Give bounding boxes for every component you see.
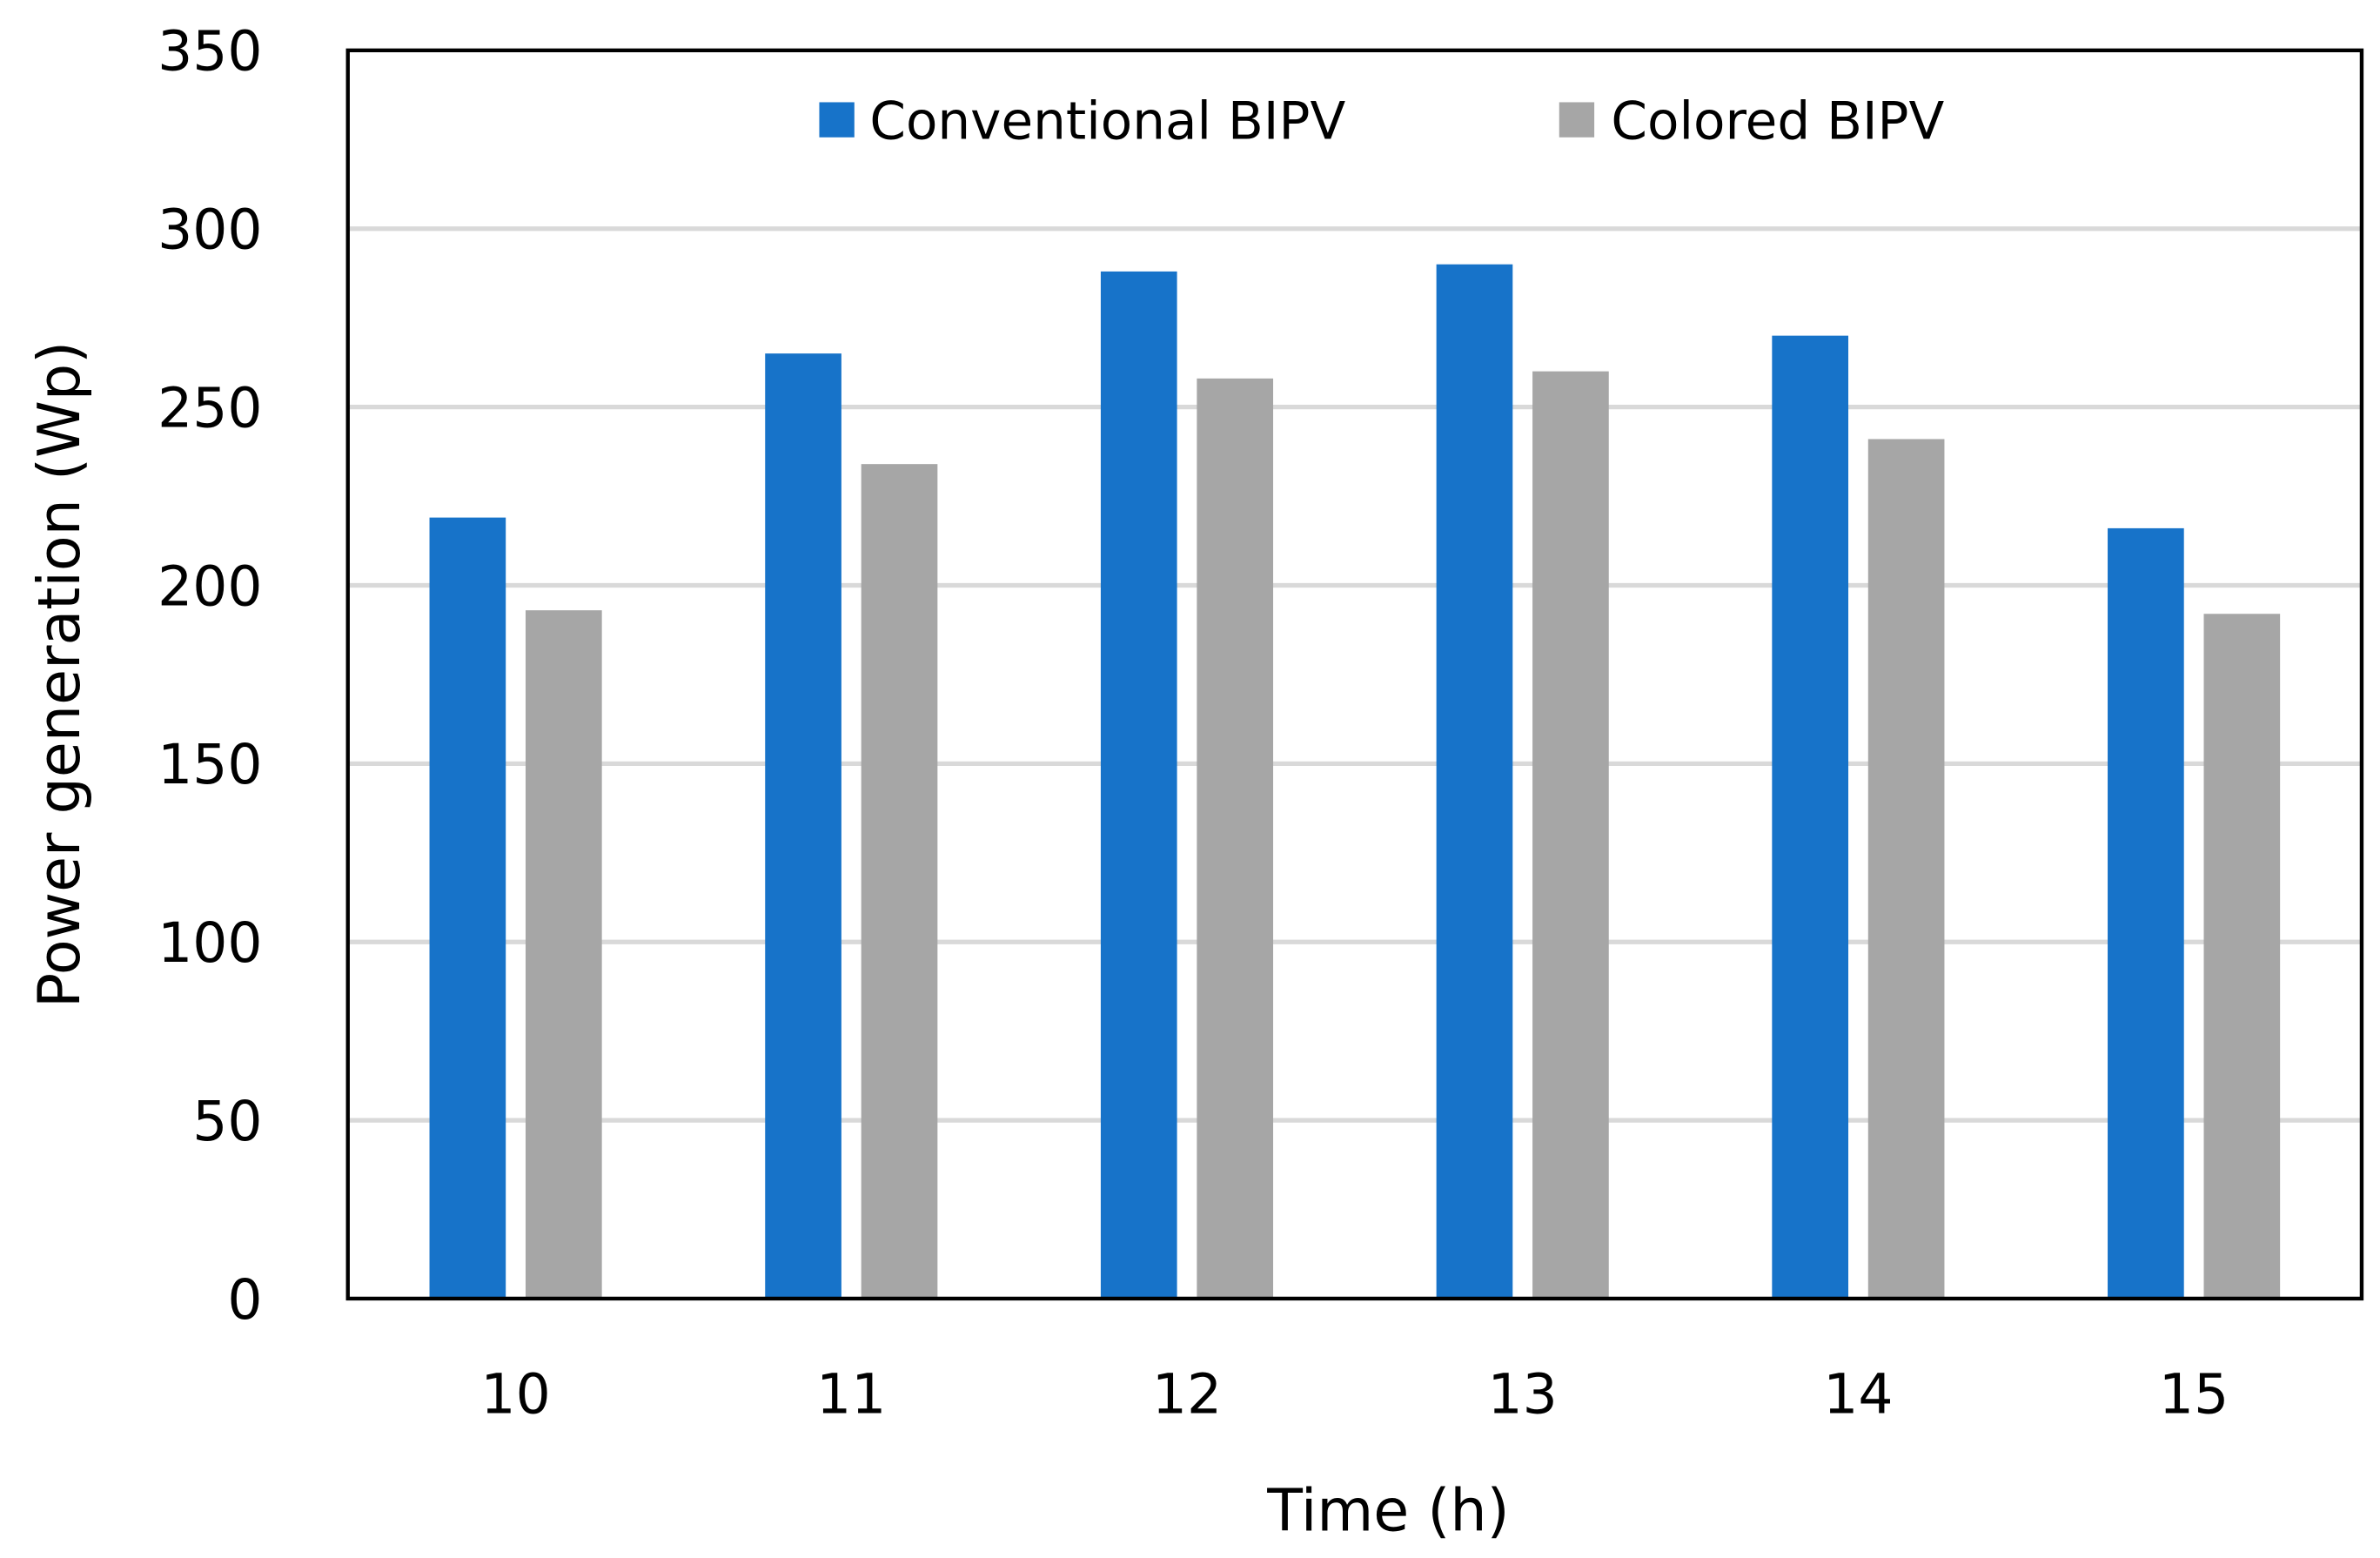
bar-conventional-13 (1436, 264, 1513, 1299)
x-tick-label: 13 (1488, 1361, 1558, 1426)
x-tick-label: 12 (1152, 1361, 1222, 1426)
legend-swatch-conventional (819, 102, 855, 138)
x-axis-title: Time (h) (1266, 1476, 1509, 1544)
y-tick-label: 350 (158, 19, 262, 84)
y-tick-label: 200 (158, 554, 262, 618)
bar-conventional-10 (429, 517, 506, 1299)
bar-colored-10 (525, 610, 602, 1299)
x-tick-label: 15 (2159, 1361, 2229, 1426)
gridlines (347, 226, 2362, 1123)
bar-conventional-15 (2108, 527, 2184, 1299)
bar-colored-15 (2203, 614, 2281, 1299)
y-tick-label: 50 (192, 1089, 262, 1153)
bar-conventional-14 (1772, 335, 1848, 1299)
bar-colored-11 (861, 464, 938, 1299)
legend-swatch-colored (1559, 102, 1595, 138)
bar-colored-14 (1867, 439, 1945, 1299)
bars (429, 264, 2281, 1299)
x-tick-label: 10 (480, 1361, 550, 1426)
x-tick-labels: 10 11 12 13 14 15 (480, 1361, 2229, 1426)
y-axis-title: Power generation (Wp) (25, 341, 93, 1008)
legend: Conventional BIPV Colored BIPV (819, 92, 1944, 152)
y-tick-label: 150 (158, 732, 262, 796)
y-tick-label: 250 (158, 375, 262, 440)
plot-frame (345, 48, 2364, 1301)
bar-conventional-11 (765, 353, 841, 1299)
bar-conventional-12 (1100, 271, 1177, 1299)
legend-label-colored: Colored BIPV (1611, 92, 1944, 152)
legend-label-conventional: Conventional BIPV (869, 92, 1345, 152)
bar-colored-13 (1532, 371, 1609, 1299)
bar-colored-12 (1197, 378, 1274, 1299)
y-tick-label: 0 (227, 1267, 262, 1332)
y-tick-label: 100 (158, 910, 262, 975)
y-tick-label: 300 (158, 198, 262, 262)
y-tick-labels: 0 50 100 150 200 250 300 350 (158, 19, 262, 1332)
x-tick-label: 14 (1823, 1361, 1893, 1426)
x-tick-label: 11 (816, 1361, 886, 1426)
